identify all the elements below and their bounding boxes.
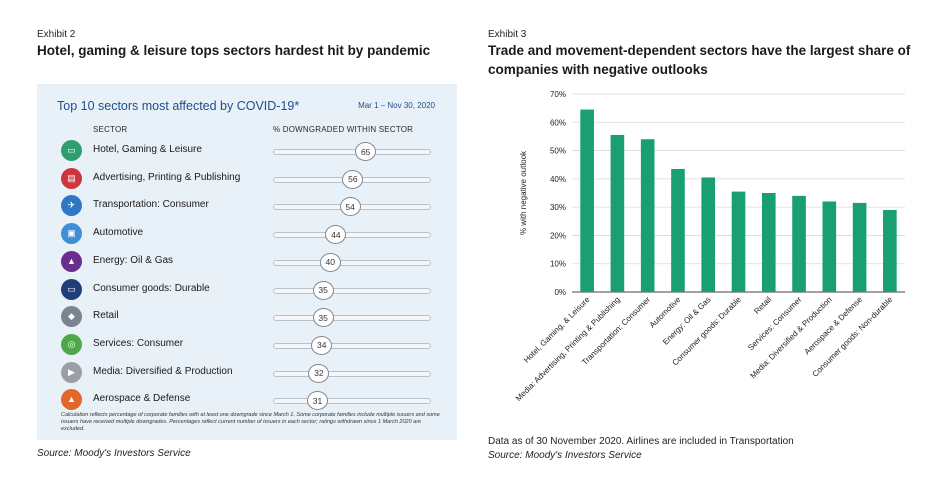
oil-derrick-icon: ▲ <box>61 250 82 272</box>
exhibit-3-label: Exhibit 3 <box>488 29 527 40</box>
x-tick-label: Aerospace & Defense <box>803 295 865 357</box>
y-tick-label: 40% <box>550 175 566 184</box>
downgrade-value-marker: 34 <box>311 335 333 355</box>
y-tick-label: 60% <box>550 118 566 127</box>
hotel-bed-icon: ▭ <box>61 140 82 161</box>
sector-label: Advertising, Printing & Publishing <box>93 171 241 183</box>
bar <box>701 177 716 292</box>
exhibit-3-note: Data as of 30 November 2020. Airlines ar… <box>488 436 794 447</box>
sector-row: ✈ Transportation: Consumer 54 <box>61 194 441 218</box>
airplane-icon: ✈ <box>61 195 82 217</box>
downgrade-value-marker: 32 <box>308 363 330 383</box>
sector-row: ▤ Advertising, Printing & Publishing 56 <box>61 167 441 191</box>
exhibit-3-title-line2: companies with negative outlooks <box>488 62 708 77</box>
sector-label: Energy: Oil & Gas <box>93 254 174 266</box>
sector-row: ▭ Consumer goods: Durable 35 <box>61 278 441 302</box>
exhibit-3-title-line1: Trade and movement-dependent sectors hav… <box>488 43 911 58</box>
downgrade-value-marker: 65 <box>355 142 377 161</box>
sector-label: Services: Consumer <box>93 337 184 349</box>
y-axis-label: % with negative outlook <box>519 150 528 235</box>
sector-label: Retail <box>93 310 119 322</box>
sector-row: ◎ Services: Consumer 34 <box>61 333 441 357</box>
pct-column-header: % DOWNGRADED WITHIN SECTOR <box>273 125 414 134</box>
downgrade-value-marker: 35 <box>312 280 334 300</box>
y-tick-label: 50% <box>550 147 566 156</box>
downgrade-slider-track <box>273 287 431 294</box>
car-icon: ▣ <box>61 223 82 245</box>
sector-label: Media: Diversified & Production <box>93 365 233 377</box>
television-icon: ▭ <box>61 278 82 300</box>
sector-row: ▲ Aerospace & Defense 31 <box>61 388 441 412</box>
downgrade-slider-track <box>273 398 431 405</box>
bar <box>640 139 655 292</box>
panel-date-range: Mar 1 – Nov 30, 2020 <box>358 101 435 110</box>
downgrade-value-marker: 54 <box>339 197 361 217</box>
downgrade-slider-track <box>273 232 431 239</box>
downgrade-slider-track <box>273 315 431 322</box>
exhibit-2-source: Source: Moody's Investors Service <box>37 448 191 459</box>
x-tick-label: Retail <box>752 295 773 316</box>
panel-footnote: Calculation reflects percentage of corpo… <box>61 412 440 432</box>
bar <box>610 135 625 292</box>
sector-label: Hotel, Gaming & Leisure <box>93 144 202 155</box>
service-bell-icon: ◎ <box>61 333 82 355</box>
sector-row: ▭ Hotel, Gaming & Leisure 65 <box>61 139 441 163</box>
y-tick-label: 10% <box>550 260 566 269</box>
negative-outlook-bar-chart: 0% 10% 20% 30% 40% 50% 60% 70% % with negative o… <box>514 90 905 403</box>
exhibit-2-title: Hotel, gaming & leisure tops sectors har… <box>37 43 431 58</box>
covid-sectors-panel: Top 10 sectors most affected by COVID-19… <box>37 84 457 440</box>
downgrade-value-marker: 44 <box>325 225 347 245</box>
bar <box>792 195 806 292</box>
x-tick-label: Services: Consumer <box>746 295 804 353</box>
sector-row: ▣ Automotive 44 <box>61 222 441 246</box>
bar <box>822 201 837 292</box>
y-tick-label: 70% <box>550 90 566 99</box>
bar <box>671 168 685 292</box>
downgrade-slider-track <box>273 259 431 266</box>
sector-column-header: SECTOR <box>93 125 128 134</box>
sector-label: Automotive <box>93 227 144 239</box>
downgrade-value-marker: 56 <box>342 169 364 189</box>
y-tick-label: 30% <box>550 203 566 212</box>
downgrade-slider-track <box>273 370 431 377</box>
newspaper-icon: ▤ <box>61 167 82 189</box>
bar <box>580 109 594 292</box>
downgrade-slider-track <box>273 149 431 155</box>
downgrade-value-marker: 31 <box>306 391 328 411</box>
bar <box>731 191 746 292</box>
bar <box>883 209 897 292</box>
sector-label: Transportation: Consumer <box>93 199 209 211</box>
bar <box>852 202 867 292</box>
downgrade-slider-track <box>273 342 431 349</box>
sector-row: ◆ Retail 35 <box>61 305 441 329</box>
sector-row: ▲ Energy: Oil & Gas 40 <box>61 250 441 274</box>
downgrade-value-marker: 40 <box>319 252 341 272</box>
bar <box>761 193 776 292</box>
downgrade-value-marker: 35 <box>312 308 334 328</box>
exhibit-3-source: Source: Moody's Investors Service <box>488 450 642 461</box>
y-tick-label: 20% <box>550 231 566 240</box>
price-tag-icon: ◆ <box>61 306 82 328</box>
sector-label: Consumer goods: Durable <box>93 282 210 294</box>
sector-label: Aerospace & Defense <box>93 393 191 405</box>
y-tick-label: 0% <box>554 288 566 297</box>
play-icon: ▶ <box>61 361 82 383</box>
rocket-icon: ▲ <box>61 389 82 411</box>
panel-title: Top 10 sectors most affected by COVID-19… <box>57 99 300 113</box>
exhibit-2-label: Exhibit 2 <box>37 29 76 40</box>
sector-row: ▶ Media: Diversified & Production 32 <box>61 361 441 385</box>
